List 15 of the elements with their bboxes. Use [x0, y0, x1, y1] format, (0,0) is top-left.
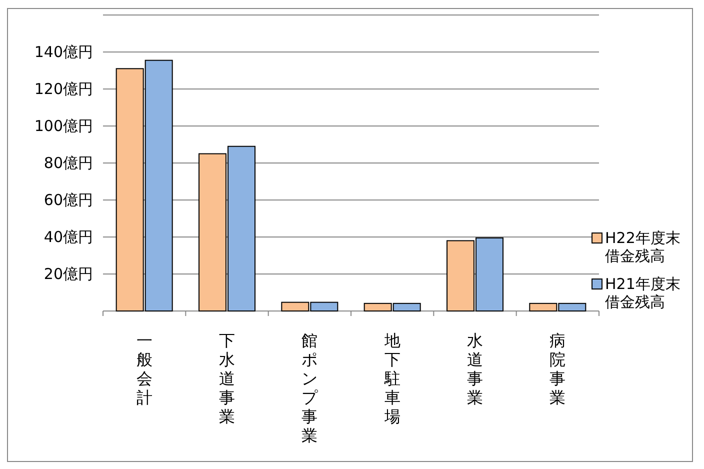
y-tick-label: 20億円	[44, 265, 93, 283]
y-tick-label: 40億円	[44, 228, 93, 246]
x-tick-label: 館ポンプ事業	[302, 331, 319, 445]
x-tick-label: 下水道事業	[219, 331, 235, 426]
y-tick-label: 100億円	[34, 117, 93, 135]
x-tick-label: 一般会計	[136, 331, 152, 407]
legend-label: H21年度末借金残高	[605, 275, 680, 311]
x-tick-label: 病院事業	[550, 331, 566, 407]
x-tick-label: 地下駐車場	[383, 331, 400, 426]
y-tick-label: 140億円	[34, 43, 93, 61]
y-tick-label: 80億円	[44, 154, 93, 172]
x-tick-label: 水道事業	[467, 331, 483, 407]
legend-label: H22年度末借金残高	[605, 229, 680, 265]
y-tick-label: 120億円	[34, 80, 93, 98]
y-tick-label: 60億円	[44, 191, 93, 209]
